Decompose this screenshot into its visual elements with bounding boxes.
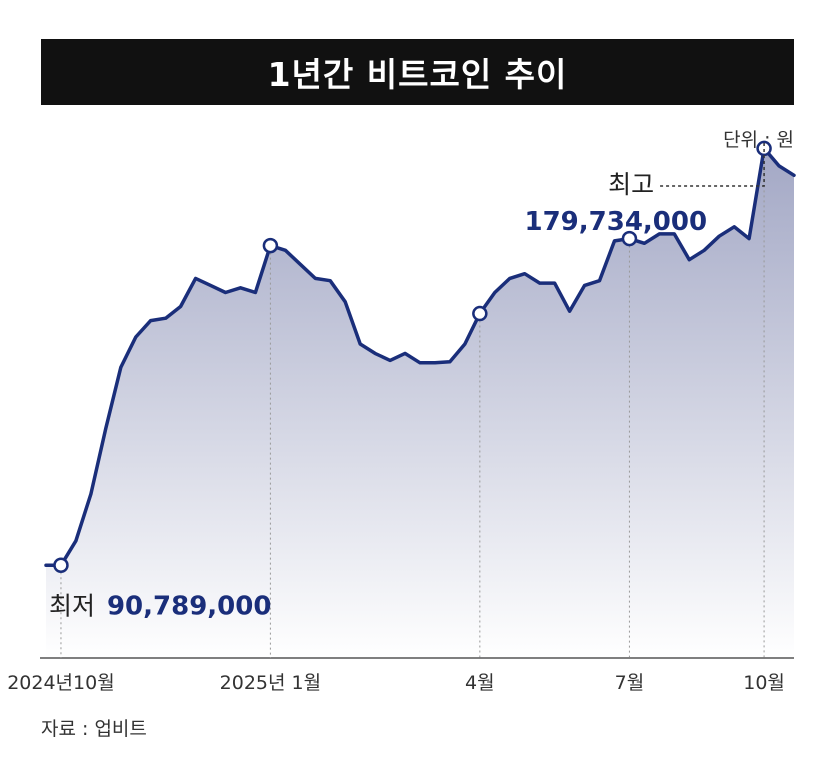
data-point-marker xyxy=(53,557,69,574)
low-value: 90,789,000 xyxy=(107,591,271,621)
x-tick-label: 2024년10월 xyxy=(7,672,115,694)
unit-label: 단위 : 원 xyxy=(723,129,794,151)
high-leader-line xyxy=(660,140,765,187)
data-point-marker xyxy=(621,230,638,247)
source-label: 자료 : 업비트 xyxy=(41,718,147,740)
x-tick-label: 4월 xyxy=(465,672,495,694)
data-point-marker xyxy=(472,305,488,322)
data-point-marker xyxy=(756,140,772,157)
data-point-marker xyxy=(262,237,279,254)
price-line xyxy=(44,146,796,568)
x-tick-label: 2025년 1월 xyxy=(220,672,321,694)
high-value: 179,734,000 xyxy=(525,207,708,237)
title-bar: 1년간 비트코인 추이 xyxy=(41,39,794,105)
price-area xyxy=(46,148,794,658)
high-label: 최고 xyxy=(608,170,654,199)
low-label: 최저 xyxy=(49,591,95,620)
chart-title: 1년간 비트코인 추이 xyxy=(267,55,568,94)
x-tick-label: 10월 xyxy=(743,672,785,694)
x-tick-label: 7월 xyxy=(615,672,645,694)
